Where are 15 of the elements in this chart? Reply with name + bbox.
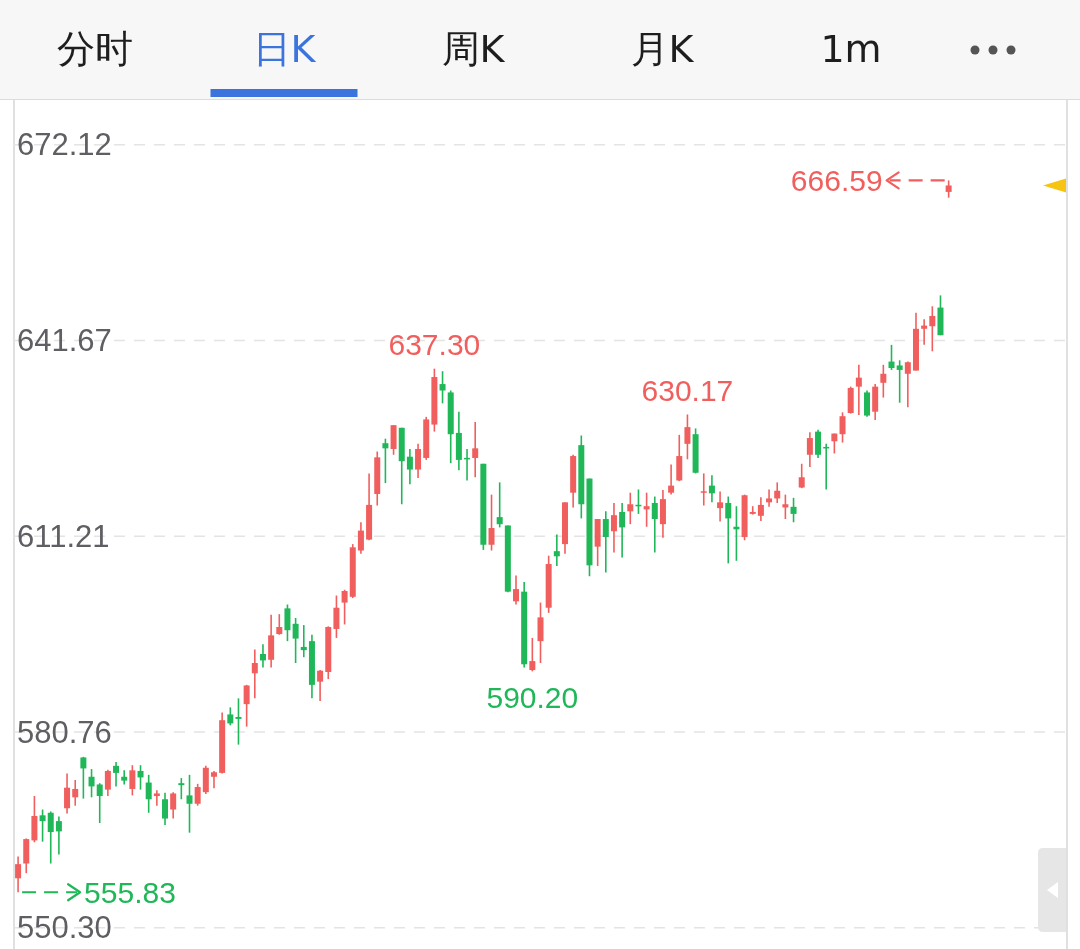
- y-tick-label: 550.30: [17, 910, 112, 946]
- annotation: 666.59: [790, 163, 883, 197]
- y-tick-label: 641.67: [17, 323, 112, 359]
- y-tick-label: 580.76: [17, 714, 112, 750]
- y-tick-label: 672.12: [17, 127, 112, 163]
- text: 月K: [630, 27, 695, 71]
- text: 周K: [441, 27, 506, 71]
- annotation: 590.20: [486, 680, 579, 714]
- text: 分时: [57, 27, 133, 71]
- text: 1m: [820, 27, 882, 71]
- annotation: 555.83: [84, 875, 176, 909]
- text: 日K: [252, 27, 317, 71]
- y-tick-label: 611.21: [17, 518, 110, 554]
- annotation: 630.17: [641, 373, 734, 407]
- annotation: 637.30: [388, 328, 481, 362]
